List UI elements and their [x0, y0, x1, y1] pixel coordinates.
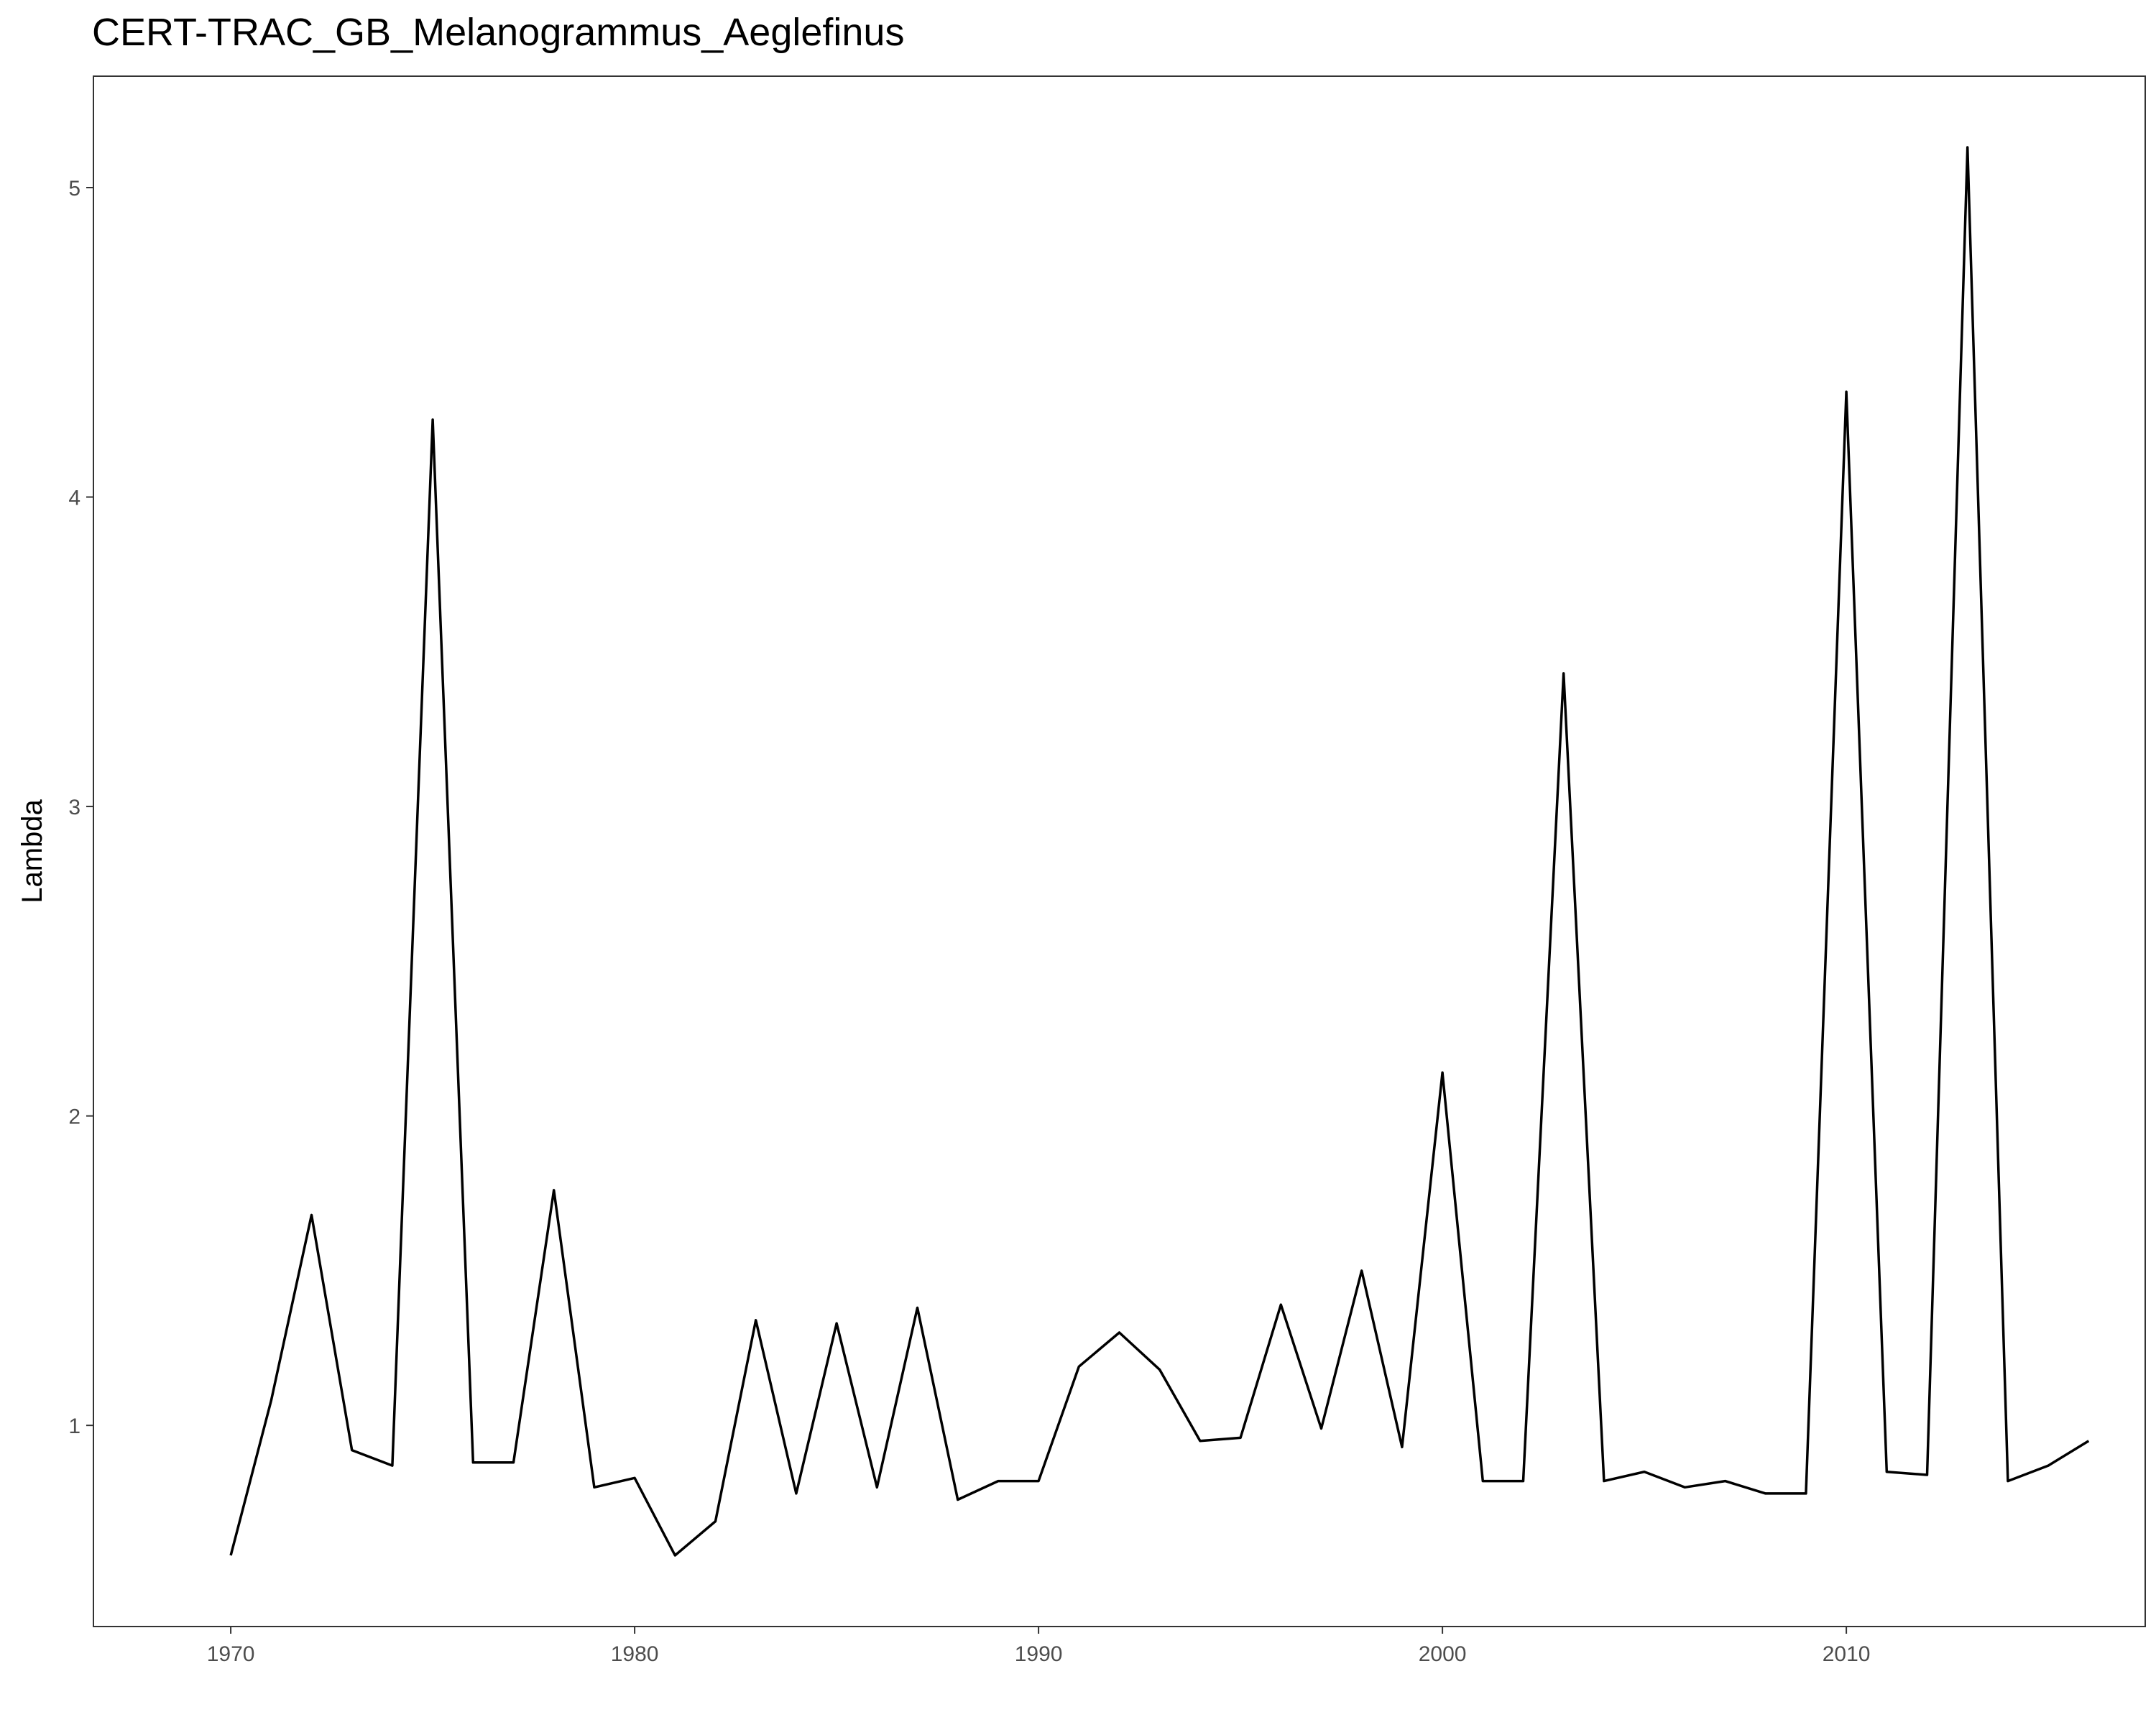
y-tick-label: 2: [68, 1105, 80, 1129]
plot-panel: [93, 75, 2146, 1627]
x-tick-label: 2010: [1823, 1642, 1871, 1666]
y-tick-label: 3: [68, 796, 80, 819]
series-line: [229, 146, 2090, 1557]
x-tick-label: 1970: [207, 1642, 255, 1666]
y-tick-label: 1: [68, 1414, 80, 1438]
x-tick-label: 1980: [611, 1642, 659, 1666]
x-tick-label: 1990: [1015, 1642, 1063, 1666]
y-axis-title: Lambda: [17, 799, 48, 903]
y-axis: 1 2 3 4 5: [68, 177, 93, 1438]
chart-title: CERT-TRAC_GB_Melanogrammus_Aeglefinus: [92, 11, 905, 54]
x-axis: 1970 1980 1990 2000 2010: [207, 1627, 1871, 1666]
y-tick-label: 4: [68, 487, 80, 510]
y-tick-label: 5: [68, 177, 80, 201]
x-tick-label: 2000: [1419, 1642, 1467, 1666]
